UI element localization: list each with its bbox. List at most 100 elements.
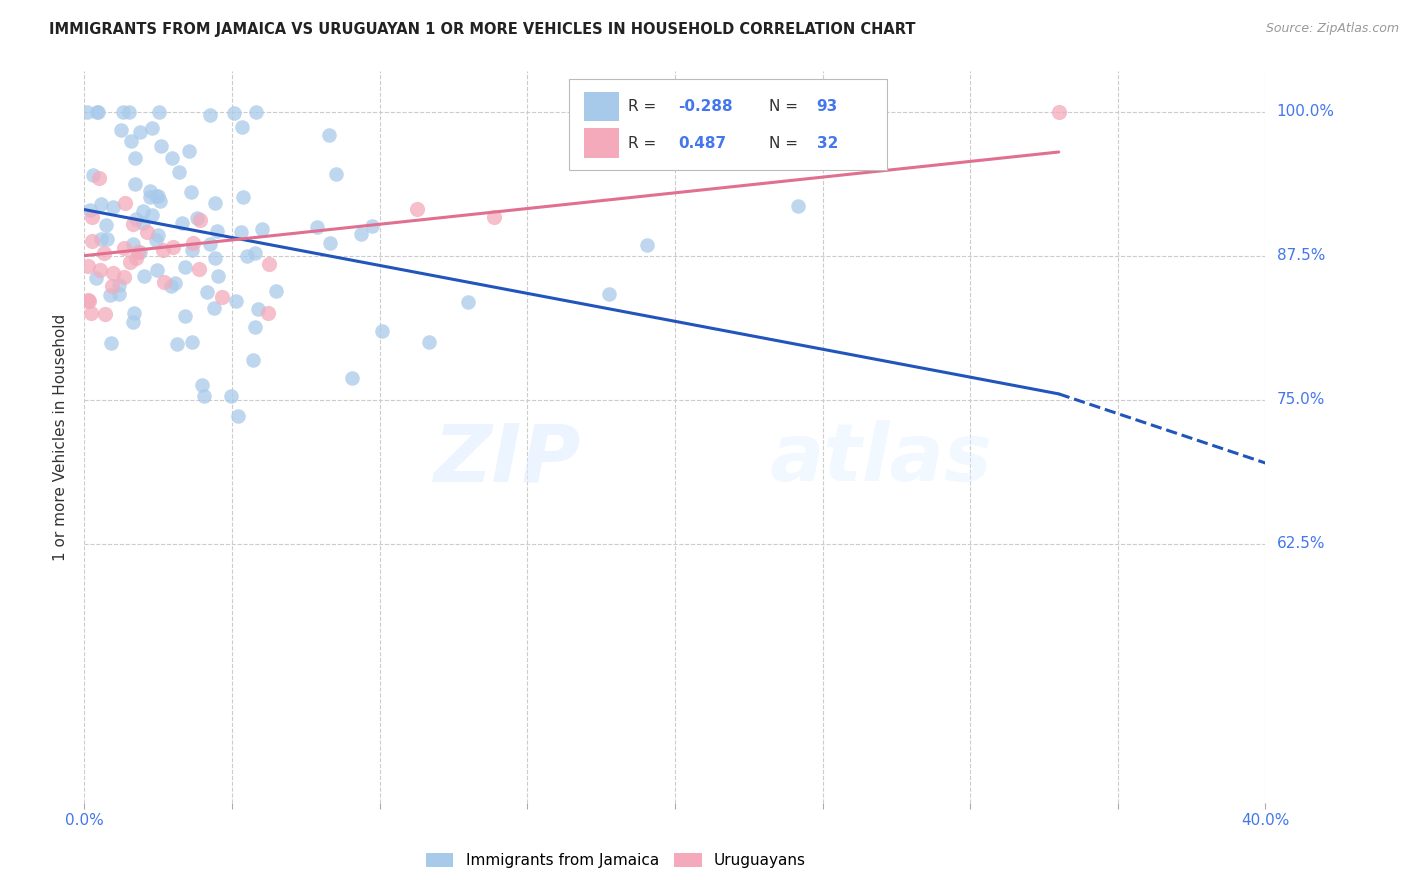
Text: 87.5%: 87.5% [1277, 248, 1324, 263]
Point [132, 203, 155, 218]
Point [84, 271, 107, 285]
Point [457, 294, 479, 309]
Point [319, 235, 342, 250]
Point [112, 270, 135, 285]
Text: N =: N = [769, 136, 803, 151]
Point [231, 120, 253, 134]
Point [245, 104, 267, 119]
Point [482, 211, 505, 225]
Point [226, 409, 249, 424]
Text: R =: R = [627, 99, 661, 114]
Point [122, 305, 145, 319]
Text: 32: 32 [817, 136, 838, 151]
Point [90, 231, 112, 245]
Point [101, 266, 124, 280]
Point [136, 225, 159, 239]
Text: -0.288: -0.288 [679, 99, 733, 114]
FancyBboxPatch shape [583, 92, 620, 121]
Point [166, 337, 188, 351]
Point [129, 125, 152, 139]
Point [187, 262, 209, 277]
Point [205, 224, 228, 238]
Point [243, 245, 266, 260]
Point [129, 245, 152, 260]
FancyBboxPatch shape [568, 78, 887, 170]
Point [305, 220, 328, 235]
Point [190, 212, 212, 227]
Point [98, 288, 121, 302]
Legend: Immigrants from Jamaica, Uruguayans: Immigrants from Jamaica, Uruguayans [426, 854, 806, 868]
Point [180, 185, 202, 199]
Point [93, 245, 115, 260]
Point [177, 145, 200, 159]
Point [252, 222, 274, 236]
Point [100, 336, 122, 351]
Point [110, 123, 132, 137]
Point [111, 104, 134, 119]
Point [222, 105, 245, 120]
Point [148, 104, 170, 119]
Point [146, 262, 169, 277]
Point [235, 249, 257, 263]
Point [124, 151, 146, 165]
Point [76, 104, 98, 119]
Point [79, 202, 101, 217]
Point [195, 285, 218, 299]
Point [1047, 104, 1070, 119]
Point [139, 184, 162, 198]
Point [96, 219, 118, 233]
Point [89, 171, 111, 186]
Point [114, 195, 136, 210]
Text: 62.5%: 62.5% [1277, 536, 1324, 551]
Text: R =: R = [627, 136, 661, 151]
Point [162, 239, 184, 253]
Text: atlas: atlas [769, 420, 993, 498]
Point [149, 194, 172, 208]
Point [121, 315, 143, 329]
Point [139, 189, 162, 203]
Point [325, 167, 347, 181]
Point [340, 370, 363, 384]
Point [221, 389, 243, 403]
Point [80, 306, 103, 320]
Point [141, 208, 163, 222]
Point [598, 287, 620, 301]
Point [152, 243, 174, 257]
Point [89, 263, 111, 277]
Point [141, 120, 163, 135]
Point [181, 235, 204, 250]
Y-axis label: 1 or more Vehicles in Household: 1 or more Vehicles in Household [53, 313, 69, 561]
Point [211, 290, 233, 304]
Point [200, 237, 222, 252]
Point [94, 307, 117, 321]
Point [225, 294, 247, 309]
Point [127, 244, 149, 259]
Point [167, 165, 190, 179]
Point [787, 199, 810, 213]
Point [153, 275, 176, 289]
Point [132, 216, 155, 230]
Point [160, 151, 183, 165]
Point [198, 107, 221, 121]
Point [418, 334, 440, 349]
Point [125, 252, 148, 266]
Point [77, 293, 100, 307]
Point [160, 279, 183, 293]
Point [120, 134, 142, 148]
Point [101, 279, 124, 293]
Point [246, 301, 269, 316]
Point [146, 188, 169, 202]
Text: 100.0%: 100.0% [1277, 104, 1334, 120]
Point [145, 189, 167, 203]
Point [118, 104, 141, 119]
Point [204, 251, 226, 265]
Point [264, 284, 287, 298]
Point [204, 196, 226, 211]
Point [87, 104, 110, 119]
Point [170, 216, 193, 230]
Point [145, 233, 167, 247]
Point [406, 202, 429, 216]
Point [243, 320, 266, 334]
Point [77, 259, 100, 273]
Point [350, 227, 373, 241]
